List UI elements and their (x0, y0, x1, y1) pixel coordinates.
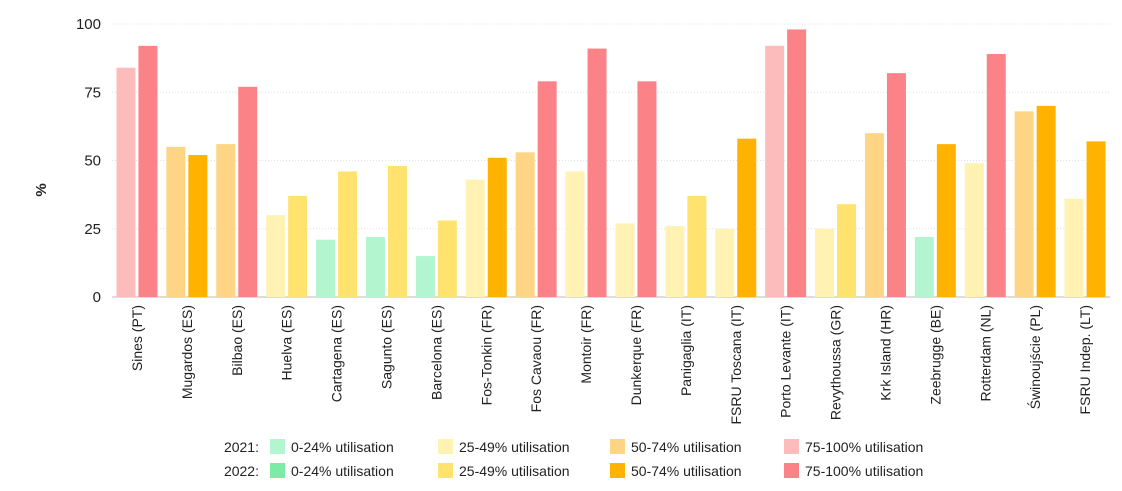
bar-2022 (487, 157, 507, 297)
x-tick-label: Bilbao (ES) (229, 305, 245, 376)
legend-item-label: 50-74% utilisation (631, 463, 742, 479)
legend-swatch (610, 439, 625, 454)
bar-2021 (914, 236, 934, 297)
legend-swatch (270, 463, 285, 478)
bar-2022 (288, 195, 308, 297)
legend-swatch (610, 463, 625, 478)
bar-2021 (715, 228, 735, 297)
y-tick-label: 50 (84, 153, 101, 170)
bar-2021 (565, 171, 585, 297)
legend: 2021: 0-24% utilisation 25-49% utilisation… (224, 439, 923, 479)
bar-2022 (687, 195, 707, 297)
bar-2022 (637, 81, 657, 297)
y-tick-label: 0 (93, 289, 101, 306)
legend-row-label: 2021: (224, 439, 259, 455)
grid-layer (112, 23, 1110, 298)
bar-2022 (886, 73, 906, 297)
x-tick-label: Panigaglia (IT) (678, 305, 694, 396)
y-tick-label: 25 (84, 221, 101, 238)
x-tick-label: Zeebrugge (BE) (927, 305, 943, 405)
bar-2021 (615, 223, 635, 297)
bar-2022 (188, 155, 208, 297)
bar-2022 (437, 220, 457, 297)
y-tick-label: 75 (84, 84, 101, 101)
legend-item-label: 0-24% utilisation (291, 439, 394, 455)
legend-swatch (438, 463, 453, 478)
x-tick-label: Dunkerque (FR) (628, 305, 644, 405)
legend-item-label: 25-49% utilisation (459, 439, 570, 455)
x-tick-label: Huelva (ES) (279, 305, 295, 380)
legend-swatch (438, 439, 453, 454)
x-tick-label: Cartagena (ES) (329, 305, 345, 402)
legend-swatch (784, 439, 799, 454)
x-tick-label: Sines (PT) (129, 305, 145, 371)
x-tick-label: Fos-Tonkin (FR) (478, 305, 494, 405)
x-tick-label: Mugardos (ES) (179, 305, 195, 399)
x-tick-label: Rotterdam (NL) (977, 305, 993, 401)
bar-2021 (964, 163, 984, 297)
x-tick-label: Revythoussa (GR) (828, 305, 844, 420)
bar-2021 (316, 239, 336, 297)
y-tick-label: 100 (76, 16, 101, 33)
y-tick-labels: 0 25 50 75 100 (76, 16, 101, 306)
bar-2021 (465, 179, 485, 297)
bar-2021 (415, 256, 435, 297)
bar-2022 (787, 29, 807, 298)
x-tick-label: Porto Levante (IT) (778, 305, 794, 418)
legend-item-label: 75-100% utilisation (805, 439, 923, 455)
legend-item-label: 25-49% utilisation (459, 463, 570, 479)
bar-2021 (116, 67, 136, 298)
legend-swatch (784, 463, 799, 478)
x-tick-label: Krk Island (HR) (877, 305, 893, 401)
x-tick-label: Fos Cavaou (FR) (528, 305, 544, 412)
bar-2022 (387, 165, 407, 297)
x-tick-label: FSRU Indep. (LT) (1077, 305, 1093, 414)
bar-2022 (837, 204, 857, 297)
legend-item-label: 50-74% utilisation (631, 439, 742, 455)
bar-2022 (587, 48, 607, 297)
bar-2022 (238, 86, 258, 297)
bar-2022 (537, 81, 557, 297)
x-tick-label: Montoir (FR) (578, 305, 594, 384)
bar-2021 (266, 215, 286, 297)
bar-2022 (338, 171, 358, 297)
bar-2021 (216, 144, 236, 297)
y-axis-label: % (33, 183, 50, 196)
bar-2021 (815, 228, 835, 297)
legend-item-label: 0-24% utilisation (291, 463, 394, 479)
x-tick-label: Świnoujście (PL) (1026, 305, 1043, 409)
bar-2021 (166, 146, 186, 297)
bar-2021 (515, 152, 535, 297)
bar-2021 (864, 133, 884, 297)
x-tick-label: Sagunto (ES) (378, 305, 394, 389)
bar-2021 (765, 45, 785, 298)
bar-2022 (737, 138, 757, 297)
legend-row-label: 2022: (224, 463, 259, 479)
bar-2022 (936, 144, 956, 297)
x-tick-labels: Sines (PT) Mugardos (ES) Bilbao (ES) Huelva… (129, 305, 1093, 425)
bar-2022 (986, 54, 1006, 297)
legend-item-label: 75-100% utilisation (805, 463, 923, 479)
bar-2021 (1014, 111, 1034, 297)
bar-2021 (365, 236, 385, 297)
bar-2022 (1086, 141, 1106, 297)
bar-2022 (138, 45, 158, 298)
bar-2022 (1036, 105, 1056, 298)
x-tick-label: FSRU Toscana (IT) (728, 305, 744, 425)
bar-2021 (665, 226, 685, 297)
bars-layer (116, 29, 1106, 298)
x-tick-label: Barcelona (ES) (428, 305, 444, 400)
legend-swatch (270, 439, 285, 454)
bar-2021 (1064, 198, 1084, 297)
